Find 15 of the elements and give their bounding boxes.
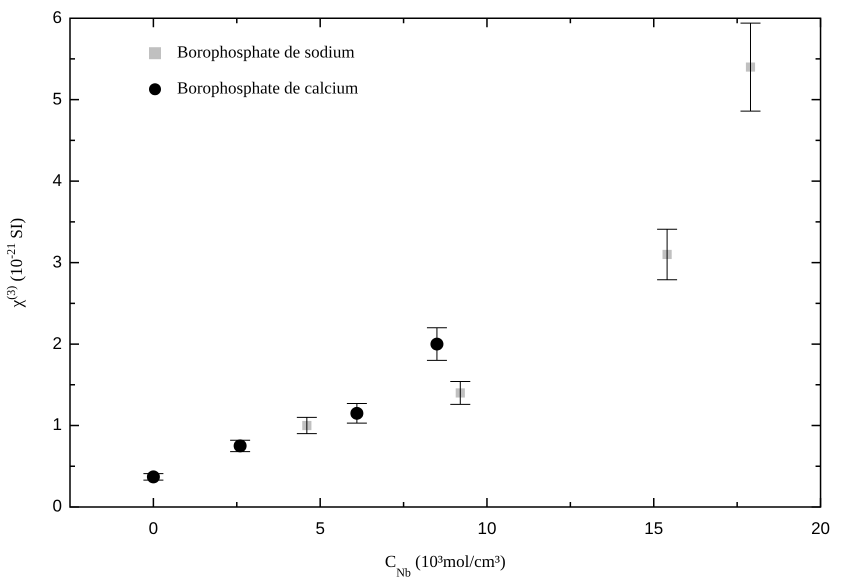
x-tick-label: 15 xyxy=(644,518,664,538)
y-tick-label: 6 xyxy=(52,8,62,27)
y-tick-label: 5 xyxy=(52,89,62,108)
x-tick-label: 10 xyxy=(478,518,496,538)
y-tick-label: 2 xyxy=(52,334,62,353)
y-tick-label: 3 xyxy=(52,252,62,272)
x-tick-label: 20 xyxy=(811,518,830,538)
x-tick-label: 0 xyxy=(148,518,158,538)
legend-label: Borophosphate de sodium xyxy=(177,42,355,62)
x-tick-label: 5 xyxy=(315,518,325,538)
y-tick-label: 1 xyxy=(52,415,62,434)
y-tick-label: 4 xyxy=(52,170,62,190)
legend-label: Borophosphate de calcium xyxy=(177,78,358,98)
y-axis-title: χ(3) (10-21 SI) xyxy=(4,218,26,308)
y-tick-label: 0 xyxy=(52,496,62,516)
